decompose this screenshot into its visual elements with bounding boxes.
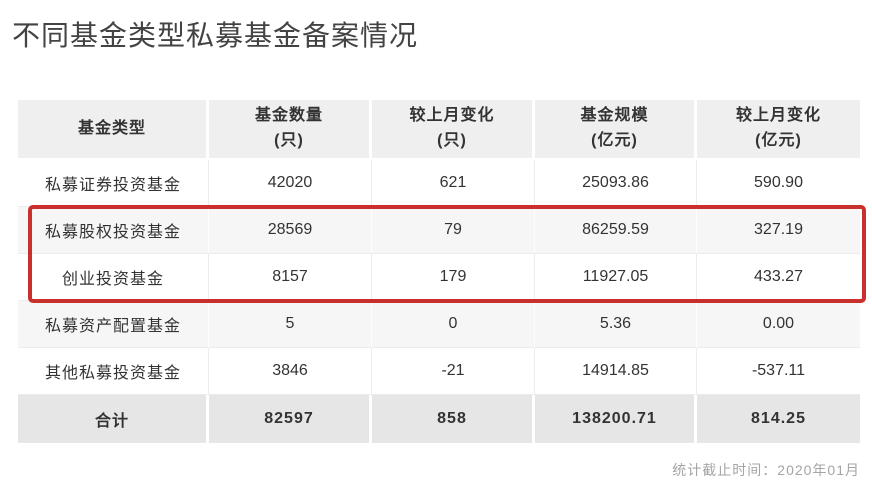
cell-count-change: 79 <box>372 207 535 254</box>
col-header-unit: (亿元) <box>755 132 802 149</box>
col-header-fund-type: 基金类型 <box>18 100 209 160</box>
cell-total-count-change: 858 <box>372 395 535 443</box>
col-header-fund-count: 基金数量 (只) <box>209 100 372 160</box>
cell-fund-count: 3846 <box>209 348 372 395</box>
col-header-fund-scale: 基金规模 (亿元) <box>535 100 697 160</box>
col-header-label: 基金数量 <box>254 107 323 125</box>
cell-count-change: -21 <box>372 348 535 395</box>
table-header-row: 基金类型 基金数量 (只) 较上月变化 (只) 基金规模 (亿元) <box>18 100 860 160</box>
cell-total-scale: 138200.71 <box>535 395 697 443</box>
fund-table: 基金类型 基金数量 (只) 较上月变化 (只) 基金规模 (亿元) <box>18 100 860 443</box>
cell-scale-change: 327.19 <box>697 207 860 254</box>
stats-cutoff-note: 统计截止时间：2020年01月 <box>672 462 860 478</box>
col-header-label: 基金类型 <box>77 119 146 137</box>
page-title: 不同基金类型私募基金备案情况 <box>12 20 419 51</box>
table-row-highlighted: 私募股权投资基金 28569 79 86259.59 327.19 <box>18 207 860 254</box>
col-header-unit: (只) <box>274 132 304 149</box>
cell-count-change: 0 <box>372 301 535 348</box>
cell-fund-type: 私募证券投资基金 <box>18 160 209 207</box>
cell-fund-scale: 25093.86 <box>535 160 697 207</box>
col-header-count-change: 较上月变化 (只) <box>372 100 535 160</box>
cell-scale-change: 0.00 <box>697 301 860 348</box>
fund-table-wrap: 基金类型 基金数量 (只) 较上月变化 (只) 基金规模 (亿元) <box>18 100 866 443</box>
col-header-label: 基金规模 <box>580 107 649 125</box>
cell-fund-count: 5 <box>209 301 372 348</box>
cell-fund-count: 42020 <box>209 160 372 207</box>
cell-fund-scale: 14914.85 <box>535 348 697 395</box>
cell-fund-type: 私募资产配置基金 <box>18 301 209 348</box>
cell-fund-type: 创业投资基金 <box>18 254 209 301</box>
cell-scale-change: -537.11 <box>697 348 860 395</box>
col-header-label: 较上月变化 <box>409 107 495 125</box>
cell-scale-change: 433.27 <box>697 254 860 301</box>
table-body: 私募证券投资基金 42020 621 25093.86 590.90 私募股权投… <box>18 160 860 443</box>
table-row-highlighted: 创业投资基金 8157 179 11927.05 433.27 <box>18 254 860 301</box>
cell-fund-type: 私募股权投资基金 <box>18 207 209 254</box>
cell-count-change: 179 <box>372 254 535 301</box>
cell-total-scale-change: 814.25 <box>697 395 860 443</box>
table-row: 私募证券投资基金 42020 621 25093.86 590.90 <box>18 160 860 207</box>
cell-total-count: 82597 <box>209 395 372 443</box>
cell-scale-change: 590.90 <box>697 160 860 207</box>
cell-total-label: 合计 <box>18 395 209 443</box>
table-row: 私募资产配置基金 5 0 5.36 0.00 <box>18 301 860 348</box>
table-total-row: 合计 82597 858 138200.71 814.25 <box>18 395 860 443</box>
col-header-unit: (亿元) <box>591 132 638 149</box>
cell-fund-type: 其他私募投资基金 <box>18 348 209 395</box>
col-header-label: 较上月变化 <box>735 107 821 125</box>
col-header-unit: (只) <box>437 132 467 149</box>
table-row: 其他私募投资基金 3846 -21 14914.85 -537.11 <box>18 348 860 395</box>
cell-fund-scale: 86259.59 <box>535 207 697 254</box>
table-header: 基金类型 基金数量 (只) 较上月变化 (只) 基金规模 (亿元) <box>18 100 860 160</box>
cell-fund-scale: 11927.05 <box>535 254 697 301</box>
cell-fund-count: 8157 <box>209 254 372 301</box>
cell-fund-scale: 5.36 <box>535 301 697 348</box>
cell-count-change: 621 <box>372 160 535 207</box>
col-header-scale-change: 较上月变化 (亿元) <box>697 100 860 160</box>
cell-fund-count: 28569 <box>209 207 372 254</box>
